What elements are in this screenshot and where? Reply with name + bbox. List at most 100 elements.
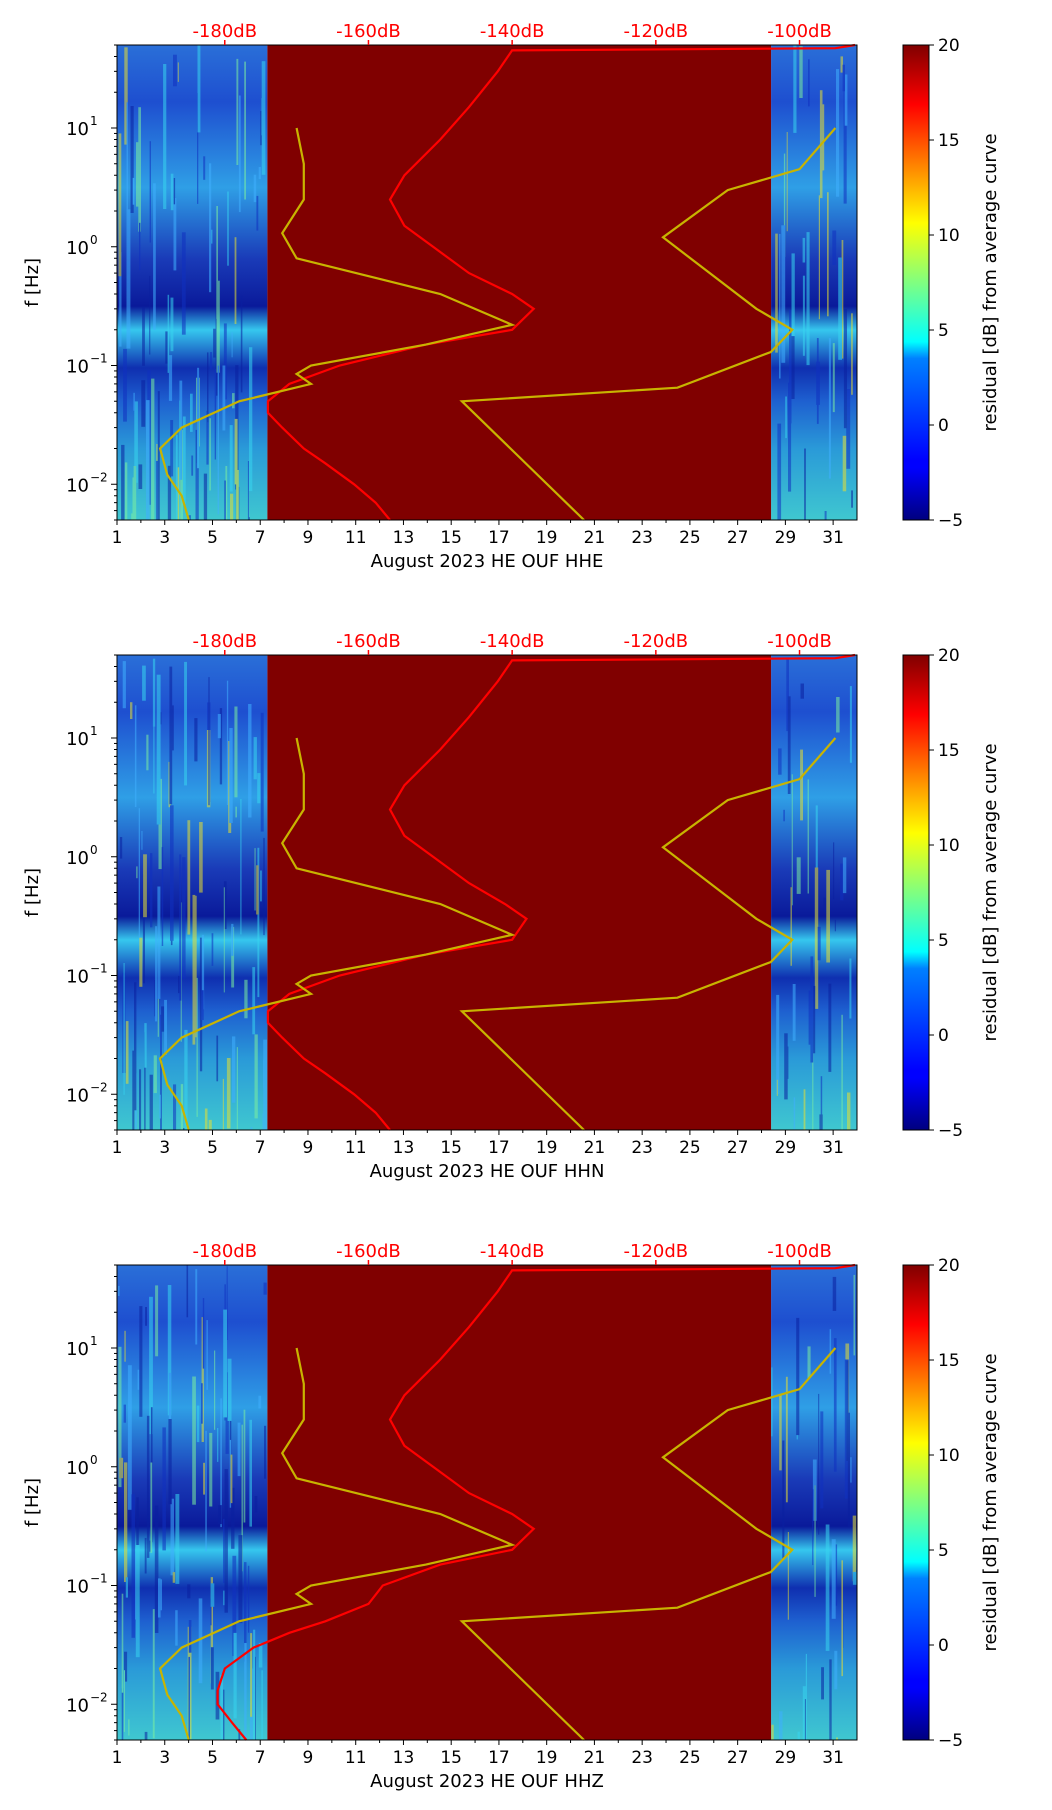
colorbar-tick-label: 5 [938,931,949,951]
y-tick-label: 10 [66,238,89,259]
colorbar-tick-label: 0 [938,1636,949,1656]
x-tick-label: 23 [631,1138,653,1158]
colorbar-gradient [903,655,929,1130]
spectrogram-streak [198,45,201,132]
y-tick-exponent: 1 [90,1334,98,1348]
spectrogram-streak [150,1463,152,1553]
spectrogram-streak [793,984,796,1041]
spectrogram-streak [183,417,186,504]
spectrogram-streak [209,418,211,490]
spectrogram-streak [778,748,782,774]
x-axis-label: August 2023 HE OUF HHN [370,1161,605,1182]
spectrogram-streak [828,984,831,1072]
spectrogram-streak [845,75,848,126]
top-tick-label: -120dB [624,21,689,42]
top-tick-label: -120dB [624,631,689,652]
x-tick-label: 9 [303,528,314,548]
spectrogram-streak [155,1285,158,1356]
colorbar-gradient [903,45,929,520]
spectrogram-streak [121,445,124,520]
spectrogram-streak [258,1396,261,1409]
spectrogram-streak [248,1566,249,1633]
spectrogram-streak [847,1093,850,1131]
spectrogram-streak [195,1269,197,1344]
spectrogram-streak [175,1610,178,1646]
spectrogram-streak [168,1419,171,1504]
spectrogram-streak [829,338,831,478]
colorbar-label: residual [dB] from average curve [980,1353,1001,1651]
spectrogram-streak [174,178,175,204]
spectrogram-streak [123,661,126,708]
spectrogram-streak [850,686,852,763]
x-tick-label: 17 [488,1748,510,1768]
x-tick-label: 1 [112,1748,123,1768]
x-tick-label: 15 [440,1748,462,1768]
y-tick-exponent: 1 [90,724,98,738]
spectrogram-streak [119,1458,123,1478]
spectrogram-streak [147,1416,150,1558]
colorbar-label: residual [dB] from average curve [980,743,1001,1041]
spectrogram-streak [191,456,193,476]
x-tick-label: 21 [584,528,606,548]
x-tick-label: 11 [345,1138,367,1158]
spectrogram-streak [146,735,148,771]
spectrogram-streak [255,1034,258,1118]
spectrogram-streak [128,1365,132,1510]
spectrogram-streak [145,1732,148,1740]
spectrogram-streak [238,1423,241,1477]
spectrogram-streak [260,871,262,902]
spectrogram-streak [162,847,164,946]
x-tick-label: 27 [727,1138,749,1158]
spectrogram-streak [203,1298,204,1369]
x-tick-label: 3 [159,528,170,548]
spectrogram-streak [150,853,152,927]
spectrogram-streak [136,866,137,878]
x-tick-label: 31 [822,1748,844,1768]
x-tick-label: 13 [393,1748,415,1768]
spectrogram-streak [153,183,156,330]
spectrogram-streak [236,59,238,165]
spectrogram-streak [225,1469,228,1613]
spectrogram-streak [145,1307,147,1326]
spectrogram-streak [179,401,180,521]
x-tick-label: 25 [679,1748,701,1768]
spectrogram-streak [794,1097,796,1130]
colorbar-tick-label: 10 [938,226,960,246]
x-tick-label: 29 [775,1138,797,1158]
spectrogram-streak [153,1609,155,1738]
y-axis-label: f [Hz] [22,258,43,307]
spectrogram-streak [809,991,812,1045]
spectrogram-streak [162,1427,166,1550]
spectrogram-streak [145,1538,147,1574]
spectrogram-streak [827,192,829,316]
top-tick-label: -160dB [336,21,401,42]
spectrogram-streak [118,1286,120,1296]
data-gap-region [267,655,771,1130]
spectrogram-streak [796,1318,799,1435]
spectrogram-streak [133,178,135,205]
spectrogram-streak [239,96,241,213]
top-tick-label: -140dB [480,21,545,42]
spectrogram-streak [156,461,158,520]
spectrogram-streak [139,1069,141,1130]
spectrogram-streak [178,976,180,993]
spectrogram-streak [257,773,260,803]
spectrogram-streak [806,1654,807,1740]
x-tick-label: 5 [207,528,218,548]
spectrogram-streak [187,1266,189,1318]
spectrogram-streak [244,980,247,1019]
x-tick-label: 17 [488,528,510,548]
spectrogram-streak [235,237,237,324]
spectrogram-streak [197,1406,200,1443]
top-tick-label: -100dB [767,21,832,42]
spectrogram-streak [854,1275,856,1356]
spectrogram-streak [777,424,781,520]
spectrogram-streak [249,1420,252,1527]
x-tick-label: 27 [727,1748,749,1768]
colorbar-tick-label: 20 [938,1256,960,1276]
spectrogram-streak [238,1535,242,1623]
spectrogram-streak [792,774,793,905]
spectrogram-streak [261,98,264,135]
spectrogram-streak [133,393,134,411]
